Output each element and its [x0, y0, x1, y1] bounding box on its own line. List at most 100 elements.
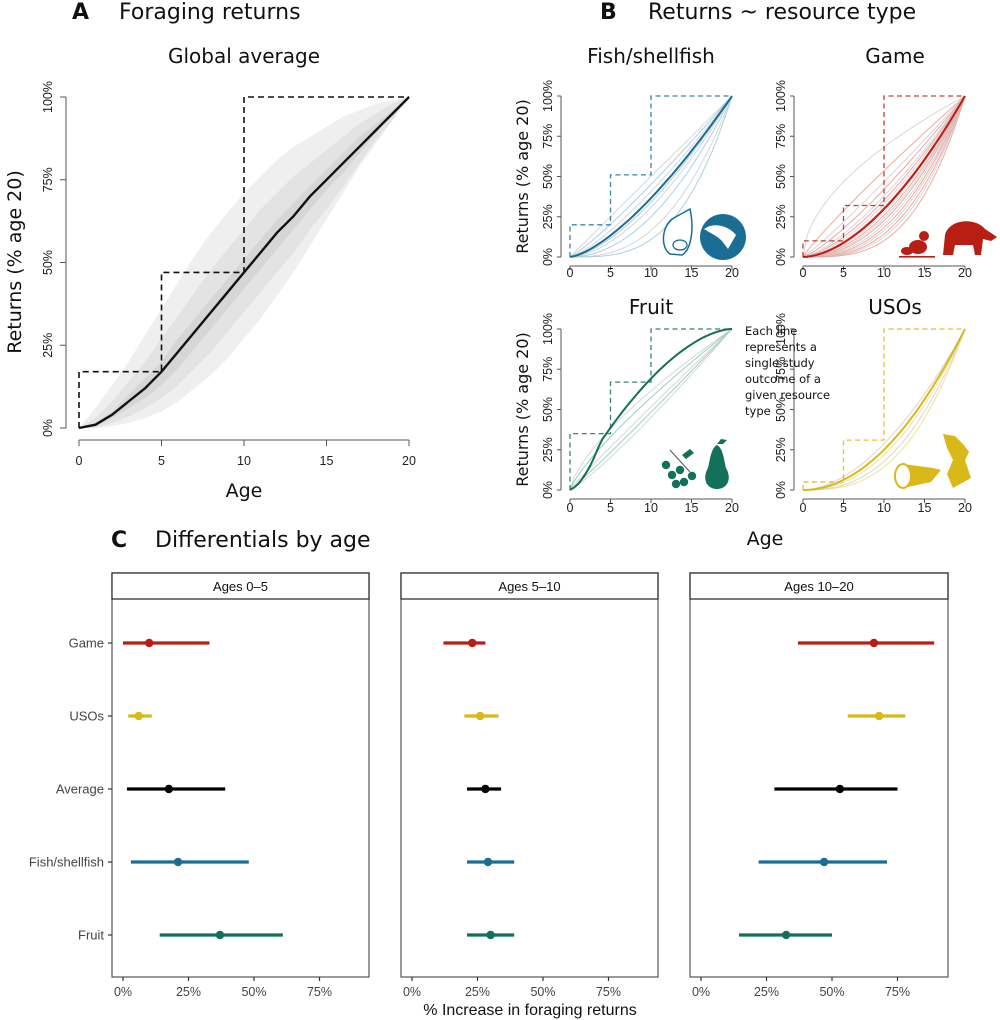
- shell-icon: [662, 207, 693, 256]
- x-tick-label: 20: [402, 454, 416, 468]
- x-tick-label: 25%: [176, 985, 201, 999]
- row-label: Fish/shellfish: [29, 855, 104, 870]
- y-tick-label: 50%: [774, 397, 788, 422]
- x-tick-label: 10: [644, 266, 658, 280]
- study-line: [803, 328, 966, 491]
- facet-frame: [111, 572, 370, 978]
- note-line: single study: [745, 356, 815, 370]
- study-line: [569, 95, 733, 258]
- study-line: [803, 95, 966, 258]
- study-line: [803, 328, 966, 491]
- x-tick-label: 25%: [754, 985, 779, 999]
- panel-a-ylabel: Returns (% age 20): [4, 170, 26, 354]
- y-tick-label: 75%: [774, 357, 788, 382]
- root-icon: [943, 434, 971, 488]
- x-tick-label: 0%: [114, 985, 132, 999]
- x-tick-label: 5: [607, 501, 614, 515]
- pear-leaf: [717, 439, 727, 444]
- berry: [661, 460, 671, 470]
- chick-icon: [899, 231, 935, 258]
- step-average-line: [802, 95, 965, 257]
- point-fish-shellfish: [819, 857, 829, 867]
- leaf: [682, 449, 694, 459]
- panel-b-xlabel: Age: [747, 528, 784, 550]
- y-tick-label: 25%: [541, 437, 555, 462]
- x-tick-label: 5: [607, 266, 614, 280]
- study-line: [802, 95, 966, 258]
- facet-strip-label: Ages 5–10: [498, 579, 560, 594]
- x-tick-label: 0: [76, 454, 83, 468]
- x-tick-label: 10: [237, 454, 251, 468]
- point-usos: [874, 711, 884, 721]
- y-tick-label: 100%: [541, 80, 555, 112]
- study-line: [569, 328, 733, 491]
- x-tick-label: 50%: [530, 985, 555, 999]
- study-line: [570, 95, 733, 258]
- subplot-title: Fish/shellfish: [587, 44, 715, 68]
- subplot-title: Game: [865, 44, 925, 68]
- panel-c-plots: Ages 0–50% 25% 50% 75%Ages 5–100% 25% 50% 75%A…: [29, 572, 949, 999]
- y-tick-label: 25%: [774, 437, 788, 462]
- x-tick-label: 75%: [885, 985, 910, 999]
- point-fruit: [486, 930, 495, 940]
- y-tick-label: 50%: [541, 164, 555, 189]
- subplot-fish-shellfish: Fish/shellfish 0 5 10 15 20 0% 25% 50% 75% 100% Ret…: [513, 44, 746, 280]
- y-tick-label: 100%: [774, 80, 788, 112]
- x-tick-label: 20: [725, 501, 739, 515]
- point-fruit: [781, 930, 791, 940]
- row-label: Game: [69, 636, 104, 651]
- point-usos: [134, 711, 143, 721]
- x-tick-label: 20: [958, 501, 972, 515]
- study-line: [569, 95, 733, 258]
- x-tick-label: 0: [567, 266, 574, 280]
- facet-2: Ages 5–10 0% 25% 50% 75%: [400, 572, 659, 999]
- x-tick-label: 20: [958, 266, 972, 280]
- x-tick-label: 10: [644, 501, 658, 515]
- shell-opening: [672, 239, 688, 251]
- step-average-line: [78, 96, 409, 428]
- facet-frame: [689, 572, 949, 978]
- row-label: USOs: [69, 709, 104, 724]
- tuber-body: [903, 464, 941, 488]
- y-axis-label: Returns (% age 20): [513, 332, 532, 487]
- point-game: [468, 638, 477, 648]
- row-label: Fruit: [78, 928, 104, 943]
- facet-strip: [400, 572, 659, 600]
- x-tick-label: 0: [567, 501, 574, 515]
- study-line: [569, 328, 733, 491]
- x-tick-label: 5: [840, 266, 847, 280]
- y-tick-label: 100%: [774, 313, 788, 345]
- y-tick-label: 0%: [774, 481, 788, 499]
- point-fish-shellfish: [483, 857, 493, 867]
- row-label: Average: [56, 782, 104, 797]
- facet-strip: [689, 572, 949, 600]
- panel-a-plot: 0 5 10 15 20 0% 25% 50% 75% 100%: [41, 81, 416, 468]
- study-line: [802, 328, 966, 491]
- facet-strip-label: Ages 0–5: [213, 579, 268, 594]
- x-tick-label: 25%: [465, 985, 490, 999]
- fish-silhouette: [704, 225, 736, 249]
- note-line: represents a: [745, 340, 817, 354]
- study-line: [570, 95, 733, 258]
- note-line: outcome of a: [745, 372, 821, 386]
- stem: [669, 449, 691, 473]
- panel-b-letter: B: [600, 0, 617, 25]
- y-axis-label: Returns (% age 20): [513, 99, 532, 254]
- panel-a-xlabel: Age: [226, 480, 263, 502]
- pear-shape: [705, 445, 729, 489]
- point-average: [481, 784, 490, 794]
- x-tick-label: 15: [918, 501, 932, 515]
- tuber-icon: [894, 463, 941, 489]
- y-tick-label: 0%: [541, 481, 555, 499]
- mean-curve: [78, 96, 410, 430]
- study-line: [569, 95, 733, 258]
- panel-a-letter: A: [72, 0, 89, 25]
- point-fish-shellfish: [173, 857, 183, 867]
- tuber-end: [894, 463, 912, 489]
- facet-frame: [400, 572, 659, 978]
- x-tick-label: 0%: [403, 985, 421, 999]
- panel-b-title: Returns ~ resource type: [648, 0, 916, 25]
- y-tick-label: 75%: [541, 124, 555, 149]
- mean-curve: [802, 95, 966, 258]
